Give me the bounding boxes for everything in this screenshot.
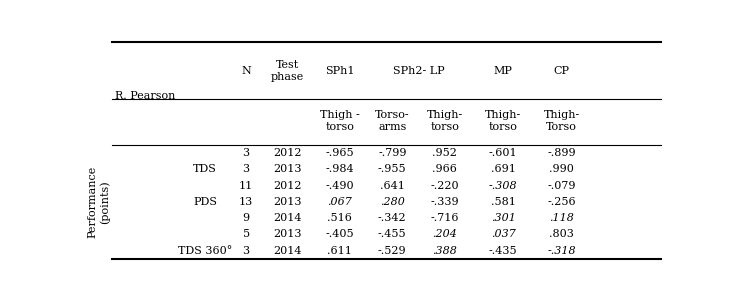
Text: -.490: -.490 bbox=[326, 181, 354, 191]
Text: -.716: -.716 bbox=[431, 213, 459, 223]
Text: 2013: 2013 bbox=[273, 197, 302, 207]
Text: 11: 11 bbox=[239, 181, 253, 191]
Text: 2014: 2014 bbox=[273, 246, 302, 256]
Text: -.965: -.965 bbox=[326, 148, 354, 158]
Text: -.955: -.955 bbox=[378, 164, 406, 174]
Text: MP: MP bbox=[494, 66, 513, 76]
Text: CP: CP bbox=[553, 66, 570, 76]
Text: -.529: -.529 bbox=[378, 246, 406, 256]
Text: Performance
(points): Performance (points) bbox=[87, 166, 110, 238]
Text: -.308: -.308 bbox=[489, 181, 517, 191]
Text: 2012: 2012 bbox=[273, 148, 302, 158]
Text: Thigh-
torso: Thigh- torso bbox=[427, 110, 463, 132]
Text: Test
phase: Test phase bbox=[271, 60, 304, 82]
Text: .280: .280 bbox=[380, 197, 405, 207]
Text: -.079: -.079 bbox=[547, 181, 576, 191]
Text: .388: .388 bbox=[433, 246, 457, 256]
Text: .990: .990 bbox=[550, 164, 574, 174]
Text: SPh1: SPh1 bbox=[325, 66, 354, 76]
Text: Thigh -
torso: Thigh - torso bbox=[320, 110, 360, 132]
Text: .037: .037 bbox=[491, 229, 516, 239]
Text: SPh2- LP: SPh2- LP bbox=[393, 66, 444, 76]
Text: 3: 3 bbox=[243, 164, 250, 174]
Text: 5: 5 bbox=[243, 229, 250, 239]
Text: .691: .691 bbox=[491, 164, 516, 174]
Text: -.256: -.256 bbox=[547, 197, 576, 207]
Text: 3: 3 bbox=[243, 148, 250, 158]
Text: 9: 9 bbox=[243, 213, 250, 223]
Text: -.455: -.455 bbox=[378, 229, 406, 239]
Text: .803: .803 bbox=[550, 229, 574, 239]
Text: PDS: PDS bbox=[193, 197, 217, 207]
Text: 2013: 2013 bbox=[273, 229, 302, 239]
Text: -.220: -.220 bbox=[431, 181, 459, 191]
Text: .581: .581 bbox=[491, 197, 516, 207]
Text: -.342: -.342 bbox=[378, 213, 406, 223]
Text: N: N bbox=[241, 66, 251, 76]
Text: -.984: -.984 bbox=[326, 164, 354, 174]
Text: .301: .301 bbox=[491, 213, 516, 223]
Text: .516: .516 bbox=[327, 213, 352, 223]
Text: Torso-
arms: Torso- arms bbox=[375, 110, 409, 132]
Text: -.435: -.435 bbox=[489, 246, 517, 256]
Text: -.799: -.799 bbox=[378, 148, 406, 158]
Text: 2013: 2013 bbox=[273, 164, 302, 174]
Text: .641: .641 bbox=[380, 181, 405, 191]
Text: .966: .966 bbox=[433, 164, 457, 174]
Text: .952: .952 bbox=[433, 148, 457, 158]
Text: -.318: -.318 bbox=[547, 246, 576, 256]
Text: 2012: 2012 bbox=[273, 181, 302, 191]
Text: Thigh-
torso: Thigh- torso bbox=[485, 110, 522, 132]
Text: .204: .204 bbox=[433, 229, 457, 239]
Text: 13: 13 bbox=[239, 197, 253, 207]
Text: 2014: 2014 bbox=[273, 213, 302, 223]
Text: .067: .067 bbox=[327, 197, 352, 207]
Text: -.339: -.339 bbox=[431, 197, 459, 207]
Text: 3: 3 bbox=[243, 246, 250, 256]
Text: .118: .118 bbox=[550, 213, 574, 223]
Text: TDS 360°: TDS 360° bbox=[178, 246, 232, 256]
Text: R. Pearson: R. Pearson bbox=[115, 91, 175, 101]
Text: .611: .611 bbox=[327, 246, 352, 256]
Text: -.405: -.405 bbox=[326, 229, 354, 239]
Text: Thigh-
Torso: Thigh- Torso bbox=[544, 110, 580, 132]
Text: -.899: -.899 bbox=[547, 148, 576, 158]
Text: -.601: -.601 bbox=[489, 148, 517, 158]
Text: TDS: TDS bbox=[193, 164, 217, 174]
